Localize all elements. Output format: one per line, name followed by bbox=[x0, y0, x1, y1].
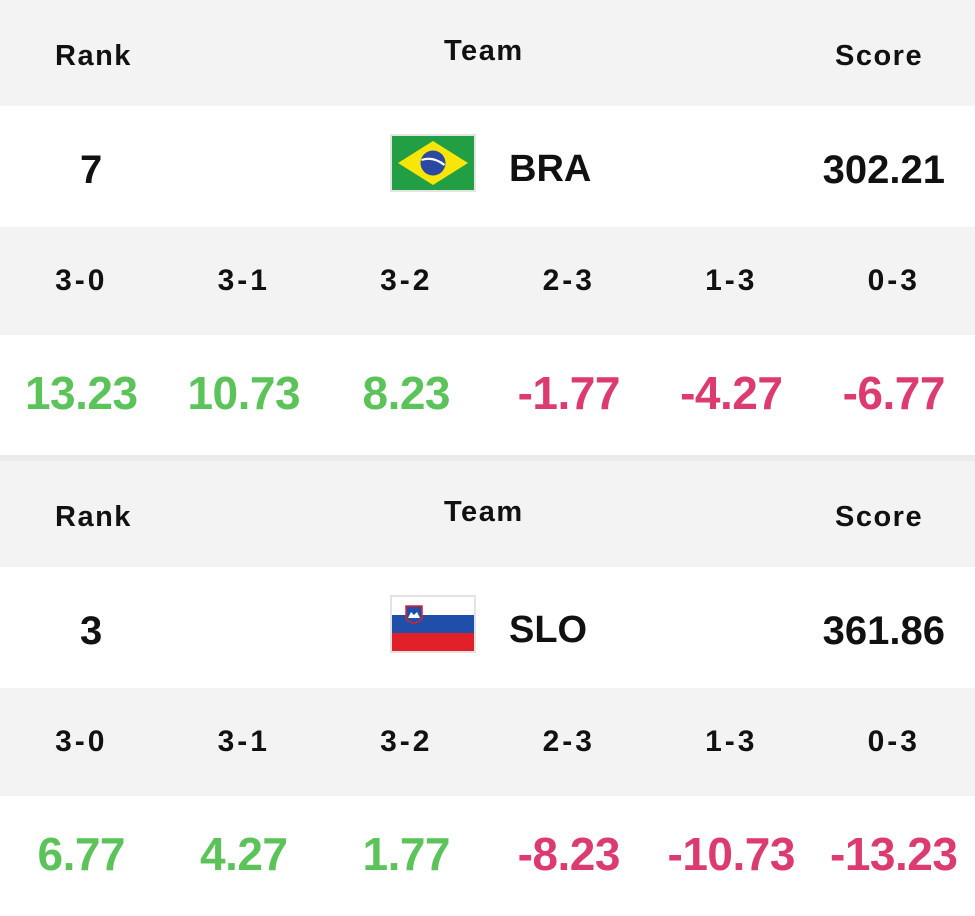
score-header: Score bbox=[835, 40, 923, 73]
team-header: Team bbox=[444, 496, 524, 529]
points-delta: -4.27 bbox=[650, 335, 813, 455]
outcome-label: 1-3 bbox=[650, 227, 813, 335]
score-value: 302.21 bbox=[823, 148, 945, 193]
outcome-label: 3-2 bbox=[325, 227, 488, 335]
points-delta: -1.77 bbox=[488, 335, 651, 455]
outcome-label: 2-3 bbox=[488, 227, 651, 335]
header-row: Rank Team Score bbox=[0, 461, 975, 567]
ranking-card-slo: Rank Team Score 3 SLO 361.86 3-0 3-1 3-2… bbox=[0, 455, 975, 911]
outcome-label: 3-2 bbox=[325, 688, 488, 796]
rank-value: 3 bbox=[80, 609, 102, 654]
ranking-card-bra: Rank Team Score 7 BRA 302.21 3-0 3-1 3-2… bbox=[0, 0, 975, 455]
outcome-row: 3-0 3-1 3-2 2-3 1-3 0-3 bbox=[0, 227, 975, 335]
points-delta: 10.73 bbox=[163, 335, 326, 455]
points-delta-row: 13.23 10.73 8.23 -1.77 -4.27 -6.77 bbox=[0, 335, 975, 455]
score-value: 361.86 bbox=[823, 609, 945, 654]
team-code: BRA bbox=[509, 148, 591, 191]
outcome-label: 3-1 bbox=[163, 227, 326, 335]
team-row: 3 SLO 361.86 bbox=[0, 567, 975, 688]
score-header: Score bbox=[835, 501, 923, 534]
rank-value: 7 bbox=[80, 148, 102, 193]
outcome-label: 3-0 bbox=[0, 227, 163, 335]
points-delta: 13.23 bbox=[0, 335, 163, 455]
points-delta: 6.77 bbox=[0, 796, 163, 916]
team-code: SLO bbox=[509, 609, 587, 652]
points-delta: -13.23 bbox=[813, 796, 975, 916]
points-delta: 1.77 bbox=[325, 796, 488, 916]
outcome-label: 0-3 bbox=[813, 227, 975, 335]
points-delta: -6.77 bbox=[813, 335, 975, 455]
outcome-label: 1-3 bbox=[650, 688, 813, 796]
team-header: Team bbox=[444, 35, 524, 68]
rank-header: Rank bbox=[55, 40, 132, 73]
outcome-label: 3-0 bbox=[0, 688, 163, 796]
points-delta: -10.73 bbox=[650, 796, 813, 916]
outcome-row: 3-0 3-1 3-2 2-3 1-3 0-3 bbox=[0, 688, 975, 796]
brazil-flag-icon bbox=[390, 134, 476, 192]
points-delta: 8.23 bbox=[325, 335, 488, 455]
outcome-label: 3-1 bbox=[163, 688, 326, 796]
points-delta: -8.23 bbox=[488, 796, 651, 916]
outcome-label: 2-3 bbox=[488, 688, 651, 796]
points-delta-row: 6.77 4.27 1.77 -8.23 -10.73 -13.23 bbox=[0, 796, 975, 916]
outcome-label: 0-3 bbox=[813, 688, 975, 796]
header-row: Rank Team Score bbox=[0, 0, 975, 106]
slovenia-flag-icon bbox=[390, 595, 476, 653]
rank-header: Rank bbox=[55, 501, 132, 534]
points-delta: 4.27 bbox=[163, 796, 326, 916]
team-row: 7 BRA 302.21 bbox=[0, 106, 975, 227]
